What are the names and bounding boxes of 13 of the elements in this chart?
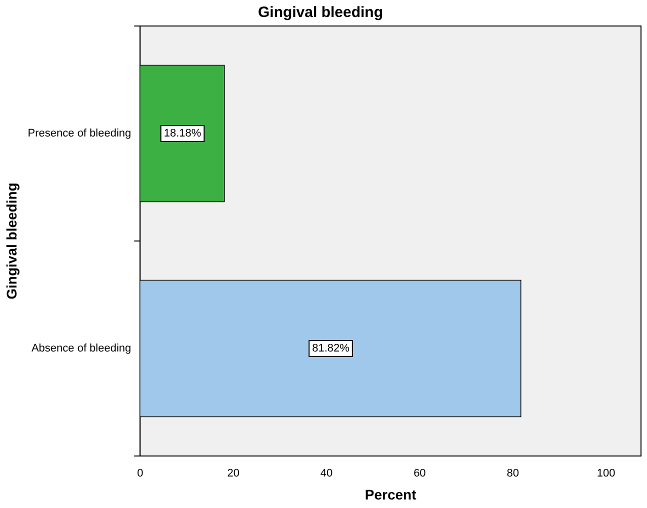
data-label: 18.18%	[164, 128, 202, 140]
x-tick-label: 20	[227, 468, 240, 480]
x-axis-title: Percent	[364, 486, 417, 502]
x-tick-label: 100	[596, 468, 616, 480]
x-tick-label: 80	[506, 468, 519, 480]
x-tick-label: 40	[320, 468, 333, 480]
chart-title: Gingival bleeding	[258, 4, 384, 22]
y-tick-label: Absence of bleeding	[31, 342, 132, 355]
y-tick-label: Presence of bleeding	[28, 128, 132, 140]
x-tick-label: 60	[414, 468, 426, 480]
y-axis-title: Gingival bleeding	[3, 182, 20, 300]
data-label: 81.82%	[312, 342, 350, 355]
x-tick-label: 0	[137, 468, 144, 480]
